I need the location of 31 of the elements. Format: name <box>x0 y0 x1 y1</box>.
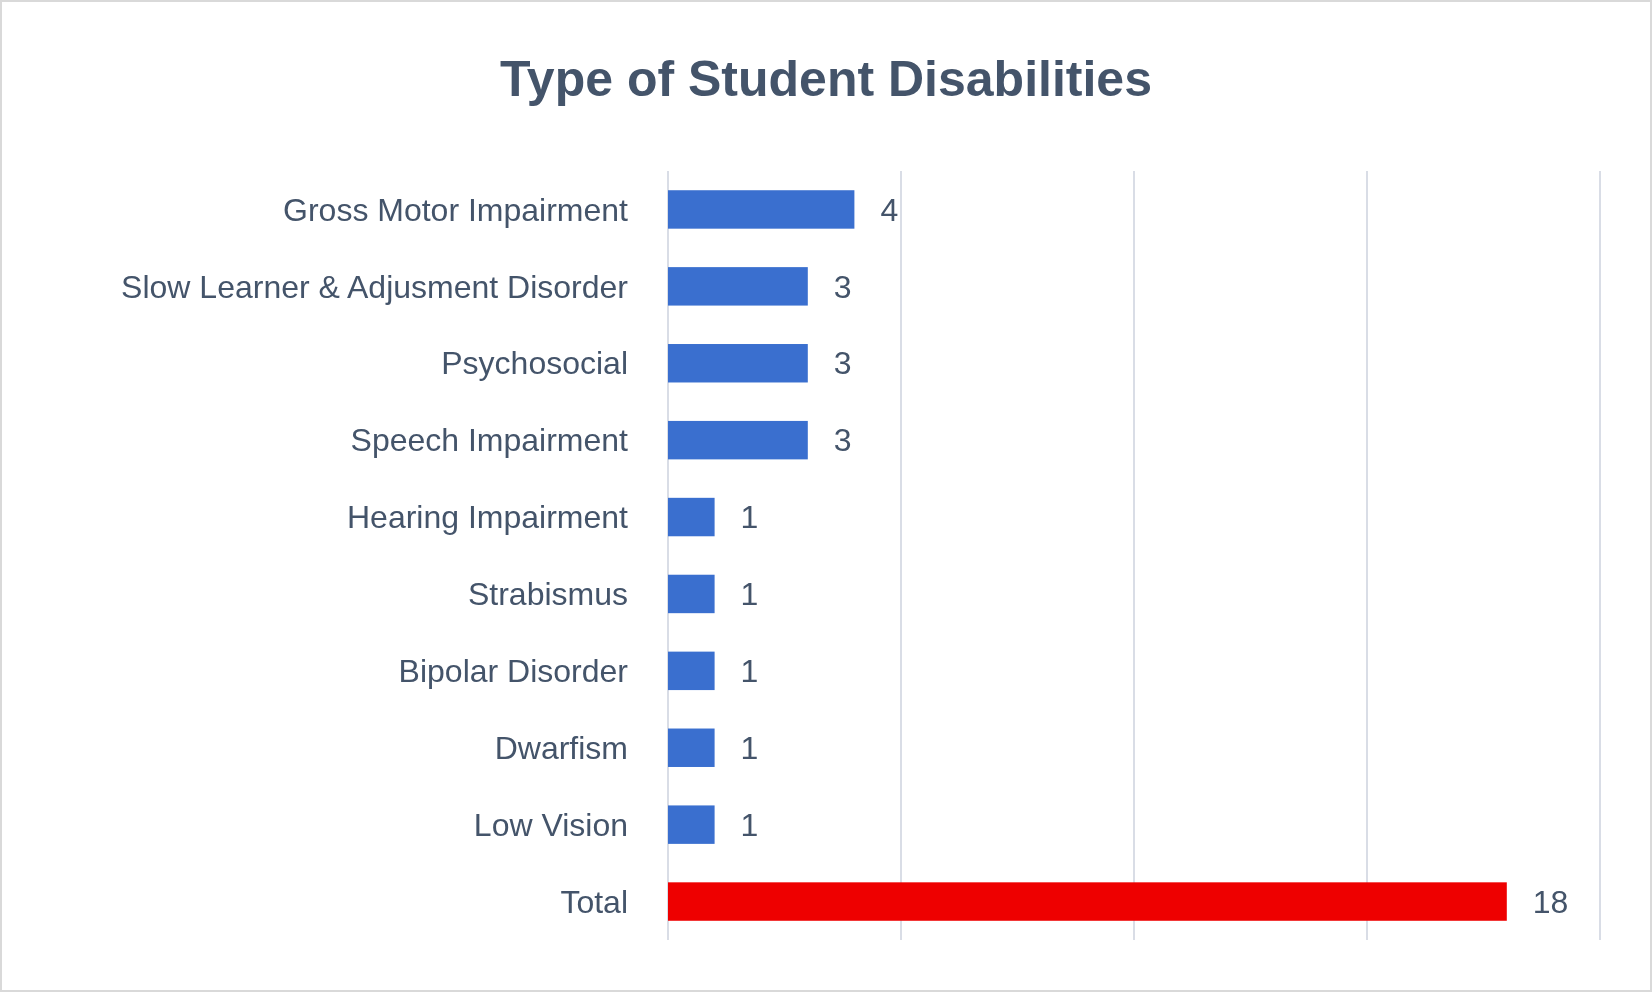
bar <box>668 651 715 691</box>
y-tick-label: Dwarfism <box>494 729 628 766</box>
y-tick-label: Bipolar Disorder <box>398 653 629 690</box>
data-label: 3 <box>833 268 852 305</box>
bar <box>668 805 715 844</box>
bar <box>668 190 855 229</box>
bar <box>668 882 1507 921</box>
data-label: 3 <box>833 345 852 382</box>
data-label: 1 <box>740 806 759 843</box>
y-tick-label: Strabismus <box>467 576 628 613</box>
y-tick-label: Total <box>560 883 628 920</box>
y-tick-label: Speech Impairment <box>350 422 629 459</box>
data-label: 1 <box>740 729 759 766</box>
y-tick-label: Low Vision <box>473 806 628 843</box>
y-tick-label: Slow Learner & Adjusment Disorder <box>121 268 629 305</box>
y-tick-label: Psychosocial <box>441 345 628 382</box>
bar <box>668 574 715 614</box>
bar <box>668 497 715 537</box>
data-label: 1 <box>740 576 759 613</box>
y-tick-label: Hearing Impairment <box>347 499 629 536</box>
y-tick-label: Gross Motor Impairment <box>283 191 629 228</box>
data-label: 1 <box>740 653 759 690</box>
bar <box>668 420 808 460</box>
data-label: 1 <box>740 499 759 536</box>
chart-title: Type of Student Disabilities <box>500 51 1152 107</box>
bar <box>668 344 808 383</box>
bar <box>668 728 715 767</box>
data-label: 3 <box>833 422 852 459</box>
data-label: 4 <box>880 191 899 228</box>
bar <box>668 267 808 306</box>
data-label: 18 <box>1532 883 1569 920</box>
